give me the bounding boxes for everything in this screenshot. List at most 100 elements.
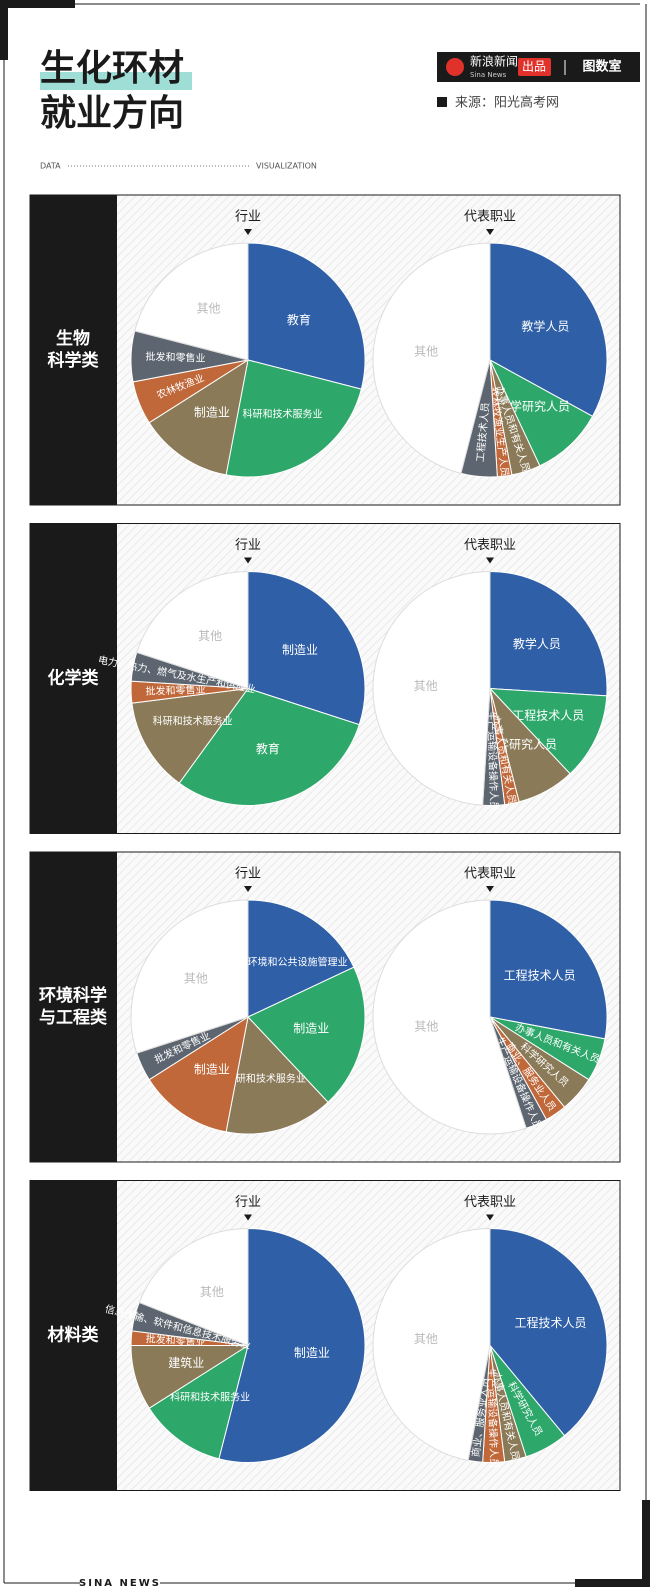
pointer (486, 557, 494, 564)
pie-title: 行业 (235, 1195, 261, 1210)
pie-title: 代表职业 (464, 867, 516, 882)
slice-label: 科研和技术服务业 (242, 407, 322, 420)
pie-title: 代表职业 (464, 1195, 516, 1210)
pie-slice (489, 242, 608, 418)
slice-label: 制造业 (194, 406, 230, 420)
slice-label: 其他 (197, 302, 221, 316)
logo-icon (446, 58, 464, 76)
slice-label: 科研和技术服务业 (226, 1072, 306, 1085)
slice-label: 教育 (256, 741, 280, 756)
pie-slice (136, 570, 249, 690)
slice-label: 制造业 (194, 1063, 230, 1077)
pie-slice (134, 242, 249, 361)
slice-label: 科研和技术服务业 (170, 1391, 250, 1404)
slice-label: 制造业 (282, 643, 318, 657)
pointer (486, 886, 494, 892)
slice-label: 科学研究人员 (498, 398, 570, 413)
brand-en: Sina News (470, 71, 507, 79)
slice-label: 教育 (287, 312, 311, 327)
source: 来源：阳光高考网 (455, 95, 559, 111)
tag: DATA (40, 162, 61, 171)
pie-title: 行业 (235, 210, 261, 225)
pie-slice (218, 1227, 366, 1463)
pie-slice (225, 1015, 329, 1135)
pie-slice (148, 1344, 249, 1460)
panel-label: 材料类 (48, 1325, 100, 1346)
pointer (486, 229, 494, 235)
slice-label: 其他 (414, 1332, 438, 1346)
studio: 图数室 (582, 59, 621, 75)
pie-slice (247, 242, 366, 390)
corner-bar (575, 1579, 650, 1587)
pie-slice (131, 687, 250, 784)
brand: 新浪新闻 (470, 54, 518, 69)
pie-slice (489, 1227, 608, 1437)
slice-label: 批发和零售业 (145, 350, 205, 365)
footer: SINA NEWS (79, 1578, 161, 1587)
pointer (244, 1214, 252, 1221)
slice-label: 工程技术人员 (504, 967, 576, 982)
slice-label: 教学人员 (513, 636, 561, 651)
pie-title: 行业 (235, 867, 261, 882)
slice-label: 其他 (198, 629, 222, 643)
pie-slice (138, 1227, 249, 1347)
pie-slice (247, 570, 366, 726)
pie-slice (488, 358, 594, 467)
corner-bar (0, 0, 8, 60)
panel-label-box (30, 195, 117, 505)
slice-label: 其他 (184, 972, 208, 986)
panel-label: 生物 (56, 328, 90, 349)
pie-title: 行业 (235, 538, 261, 553)
slice-label: 其他 (414, 1020, 438, 1034)
corner-bar (642, 1500, 650, 1587)
pie-title: 代表职业 (464, 538, 516, 553)
pointer (244, 557, 252, 564)
slice-label: 建筑业 (168, 1355, 204, 1370)
pie-slice (372, 242, 491, 474)
pointer (244, 886, 252, 892)
panel-label: 科学类 (48, 350, 100, 371)
slice-label: 科研和技术服务业 (153, 714, 233, 727)
pie-slice (488, 687, 608, 775)
title-line: 生化环材 (40, 48, 184, 89)
panel-label: 环境科学 (39, 985, 107, 1006)
pie-slice (148, 358, 249, 476)
pie-slice (489, 899, 608, 1040)
slice-label: 制造业 (294, 1346, 330, 1360)
panel-label-box (30, 1180, 117, 1491)
pie-slice (372, 1227, 491, 1462)
slice-label: 工程技术人员 (515, 1315, 587, 1330)
pie-slice (489, 570, 608, 697)
panel-label: 化学类 (48, 668, 100, 689)
tag: VISUALIZATION (256, 162, 317, 171)
pie-slice (148, 1015, 249, 1133)
pie-slice (247, 966, 366, 1103)
badge-box (518, 58, 551, 76)
panel-label-box (30, 852, 117, 1162)
pie-slice (372, 570, 491, 806)
pie-slice (372, 899, 527, 1135)
slice-label: 工程技术人员 (512, 707, 584, 722)
title-line: 就业方向 (40, 93, 184, 134)
slice-label: 其他 (414, 344, 438, 358)
slice-label: 其他 (414, 679, 438, 693)
slice-label: 生产运输设备操作人员 (485, 711, 501, 811)
title-highlight (40, 72, 192, 90)
pie-title: 代表职业 (464, 210, 516, 225)
panel-label-box (30, 523, 117, 834)
badge: 出品 (522, 60, 546, 74)
source-square (437, 97, 447, 107)
slice-label: 教学人员 (521, 319, 569, 334)
slice-label: 批发和零售业 (145, 683, 205, 698)
slice-label: 生产运输设备操作人员 (485, 1368, 501, 1468)
pie-slice (130, 899, 249, 1054)
pointer (244, 229, 252, 235)
slice-label: 制造业 (293, 1022, 329, 1036)
pointer (486, 1214, 494, 1221)
slice-label: 水利、环境和公共设施管理业 (217, 956, 347, 969)
pie-slice (247, 899, 355, 1018)
pie-slice (178, 687, 360, 806)
panel-label: 与工程类 (39, 1007, 108, 1028)
